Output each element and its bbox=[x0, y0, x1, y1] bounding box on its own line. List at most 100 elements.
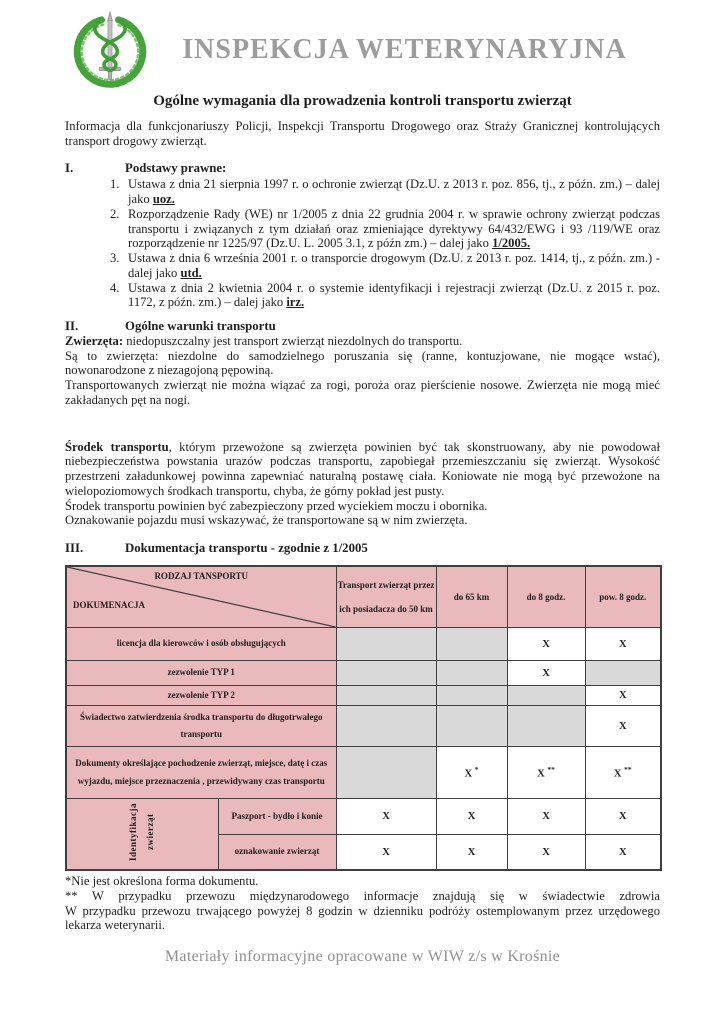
transport-means-rest: , którym przewożone są zwierzęta powinie… bbox=[65, 439, 660, 498]
animals-lead: Zwierzęta: bbox=[65, 334, 124, 349]
x-mark: X bbox=[464, 768, 473, 780]
list-item: 1. Ustawa z dnia 21 sierpnia 1997 r. o o… bbox=[65, 177, 660, 206]
section-i-number: I. bbox=[65, 161, 74, 176]
column-header-owner-50km: Transport zwierząt przez ich posiadacza … bbox=[335, 565, 437, 629]
column-header-over-8h: pow. 8 godz. bbox=[584, 565, 662, 629]
cell-x-mark: X bbox=[506, 660, 586, 687]
cell-x-mark: X * bbox=[435, 746, 508, 800]
cell bbox=[506, 685, 586, 707]
cell-x-mark: X bbox=[335, 798, 437, 836]
section-i-title: Podstawy prawne: bbox=[125, 161, 227, 176]
list-item-number: 1. bbox=[110, 177, 120, 192]
list-item-abbr: 1/2005. bbox=[492, 236, 531, 251]
rotated-label-line: zwierząt bbox=[145, 813, 156, 850]
cell-x-mark: X bbox=[506, 798, 586, 836]
list-item: 3. Ustawa z dnia 6 września 2001 r. o tr… bbox=[65, 251, 660, 280]
table-row-animal-marking: oznakowanie zwierząt X X X X bbox=[66, 834, 662, 871]
footnote-marker: * bbox=[474, 765, 479, 775]
list-item-abbr: utd. bbox=[180, 265, 202, 280]
corner-label-documentation: DOKUMENACJA bbox=[73, 600, 145, 611]
table-row-permit-type1: zezwolenie TYP 1 X bbox=[65, 660, 662, 687]
transport-means-lead: Środek transportu bbox=[65, 439, 169, 454]
list-item-body: Ustawa z dnia 6 września 2001 r. o trans… bbox=[128, 251, 660, 280]
leakage-paragraph: Środek transportu powinien być zabezpiec… bbox=[65, 498, 488, 513]
intro-paragraph: Informacja dla funkcjonariuszy Policji, … bbox=[65, 119, 660, 148]
cell-x-mark: X bbox=[435, 798, 508, 836]
cell-x-mark: X ** bbox=[506, 746, 586, 800]
row-label-vehicle-certificate: Świadectwo zatwierdzenia środka transpor… bbox=[65, 705, 337, 748]
row-label-animal-marking: oznakowanie zwierząt bbox=[217, 834, 337, 871]
row-label-license: licencja dla kierowców i osób obsługując… bbox=[65, 627, 337, 662]
rotated-label-line: Identyfikacja bbox=[128, 802, 139, 861]
list-item-number: 3. bbox=[110, 251, 120, 266]
cell bbox=[506, 705, 586, 748]
section-iii-title: Dokumentacja transportu - zgodnie z 1/20… bbox=[125, 541, 368, 556]
veterinary-inspection-logo-icon bbox=[73, 11, 147, 88]
row-label-passport: Paszport - bydło i konie bbox=[217, 798, 337, 836]
section-ii-number: II. bbox=[65, 319, 79, 334]
row-label-origin-documents: Dokumenty określające pochodzenie zwierz… bbox=[65, 746, 337, 800]
column-header-line: Transport zwierząt przez bbox=[337, 579, 435, 590]
section-iii-number: III. bbox=[65, 541, 84, 556]
list-item-body: Rozporządzenie Rady (WE) nr 1/2005 z dni… bbox=[128, 206, 660, 251]
cell-x-mark: X bbox=[584, 798, 662, 836]
column-header-8h: do 8 godz. bbox=[506, 565, 586, 629]
table-row-vehicle-certificate: Świadectwo zatwierdzenia środka transpor… bbox=[65, 705, 662, 748]
footnote-marker: ** bbox=[624, 765, 632, 775]
unfit-animals-paragraph: Są to zwierzęta: niezdolne do samodzieln… bbox=[65, 348, 660, 378]
marking-paragraph: Oznakowanie pojazdu musi wskazywać, że t… bbox=[65, 513, 468, 528]
section-iii-heading: III. Dokumentacja transportu - zgodnie z… bbox=[65, 541, 660, 556]
footnotes-block: *Nie jest określona forma dokumentu. ** … bbox=[65, 874, 660, 933]
tying-rules-paragraph: Transportowanych zwierząt nie można wiąz… bbox=[65, 378, 660, 407]
corner-diagonal-line bbox=[67, 567, 336, 627]
cell-x-mark: X bbox=[506, 834, 586, 871]
cell bbox=[584, 660, 662, 687]
page-footer: Materiały informacyjne opracowane w WIW … bbox=[164, 948, 561, 965]
list-item-abbr: uoz. bbox=[152, 192, 175, 207]
cell bbox=[335, 705, 437, 748]
page-title: Ogólne wymagania dla prowadzenia kontrol… bbox=[153, 93, 572, 109]
section-i-heading: I. Podstawy prawne: bbox=[65, 161, 660, 176]
animals-rest: niedopuszczalny jest transport zwierząt … bbox=[123, 334, 463, 349]
list-item: 4. Ustawa z dnia 2 kwietnia 2004 r. o sy… bbox=[65, 281, 660, 310]
table-corner-cell: RODZAJ TANSPORTU DOKUMENACJA bbox=[65, 565, 337, 629]
column-header-line: ich posiadacza do 50 km bbox=[339, 603, 433, 614]
cell bbox=[435, 627, 508, 662]
list-item-text: Ustawa z dnia 6 września 2001 r. o trans… bbox=[128, 251, 660, 280]
list-item-body: Ustawa z dnia 21 sierpnia 1997 r. o ochr… bbox=[128, 177, 660, 207]
transport-documentation-table: RODZAJ TANSPORTU DOKUMENACJA Transport z… bbox=[65, 565, 662, 872]
list-item: 2. Rozporządzenie Rady (WE) nr 1/2005 z … bbox=[65, 207, 660, 251]
x-mark: X bbox=[537, 768, 545, 780]
cell bbox=[435, 705, 508, 748]
cell bbox=[335, 627, 437, 662]
footnote-marker: ** bbox=[547, 765, 555, 775]
column-header-65km: do 65 km bbox=[435, 565, 508, 629]
list-item-body: Ustawa z dnia 2 kwietnia 2004 r. o syste… bbox=[128, 280, 660, 310]
rotated-identification-label: Identyfikacja zwierząt bbox=[125, 803, 159, 861]
table-row-origin-documents: Dokumenty określające pochodzenie zwierz… bbox=[65, 746, 662, 800]
cell bbox=[335, 746, 437, 800]
table-header-row: RODZAJ TANSPORTU DOKUMENACJA Transport z… bbox=[65, 565, 662, 629]
section-ii-heading: II. Ogólne warunki transportu bbox=[65, 319, 660, 334]
x-mark: X bbox=[613, 768, 622, 780]
cell-x-mark: X bbox=[335, 834, 437, 871]
footnote-2: ** W przypadku przewozu międzynarodowego… bbox=[65, 888, 660, 903]
cell-x-mark: X bbox=[584, 705, 662, 748]
table-row-passport: Identyfikacja zwierząt Paszport - bydło … bbox=[65, 798, 662, 871]
cell-x-mark: X bbox=[506, 627, 586, 662]
cell-x-mark: X bbox=[584, 627, 662, 662]
cell-x-mark: X bbox=[584, 685, 662, 707]
list-item-abbr: irz. bbox=[286, 295, 305, 310]
list-item-number: 4. bbox=[110, 280, 120, 295]
animals-paragraph: Zwierzęta: niedopuszczalny jest transpor… bbox=[65, 334, 660, 349]
section-ii-title: Ogólne warunki transportu bbox=[125, 319, 276, 334]
row-label-permit-type2: zezwolenie TYP 2 bbox=[65, 685, 337, 707]
cell bbox=[335, 685, 437, 707]
transport-means-paragraph: Środek transportu, którym przewożone są … bbox=[65, 440, 660, 499]
footnote-3: W przypadku przewozu trwającego powyżej … bbox=[65, 903, 660, 933]
list-item-text: Ustawa z dnia 21 sierpnia 1997 r. o ochr… bbox=[128, 177, 660, 206]
legal-basis-list: 1. Ustawa z dnia 21 sierpnia 1997 r. o o… bbox=[65, 177, 660, 310]
cell-x-mark: X ** bbox=[584, 746, 662, 800]
cell bbox=[335, 660, 437, 687]
